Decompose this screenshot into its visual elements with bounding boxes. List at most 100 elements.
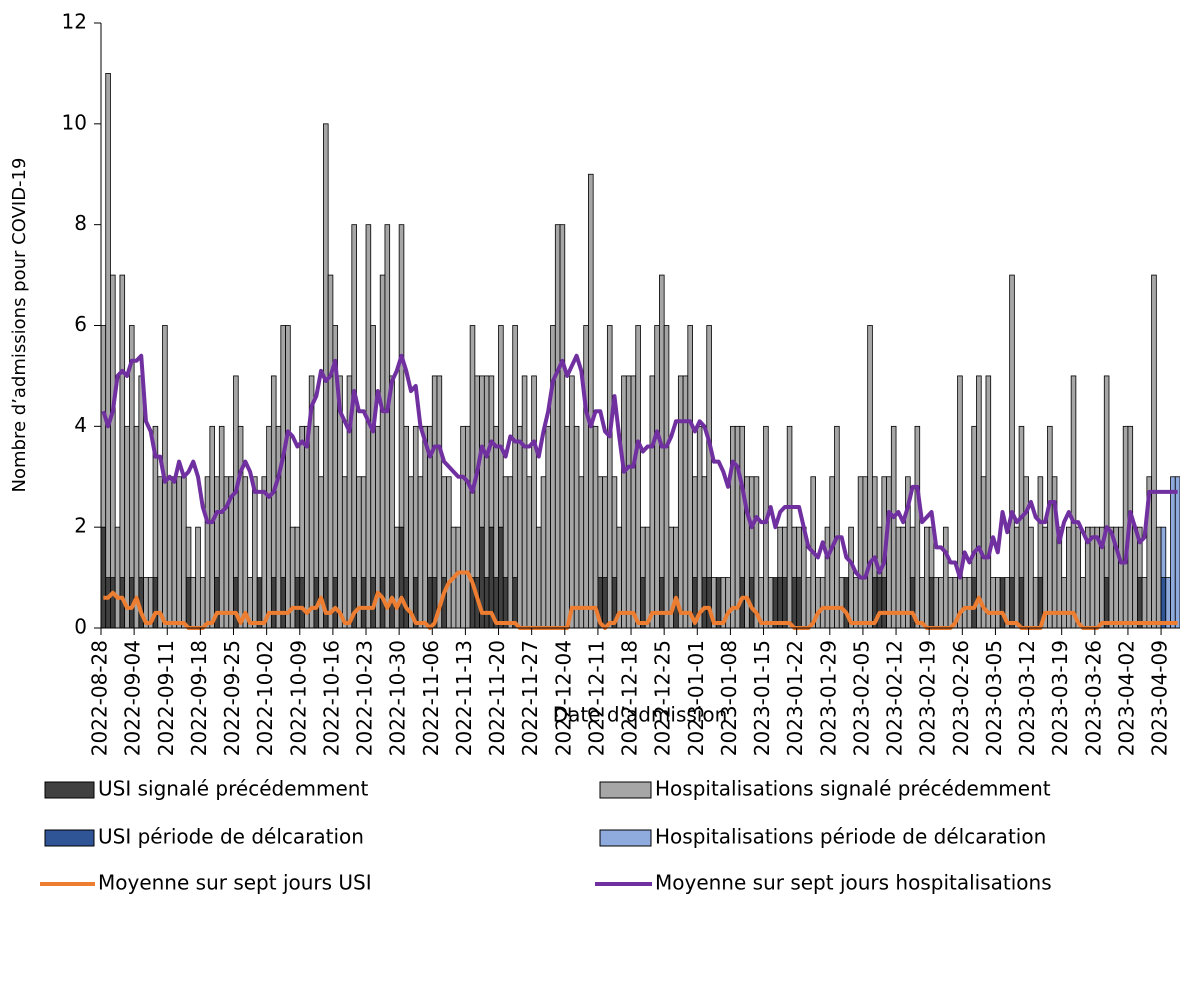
bar bbox=[1075, 526, 1082, 629]
bar bbox=[394, 526, 400, 629]
bar bbox=[559, 224, 566, 629]
bar bbox=[848, 526, 854, 629]
bar bbox=[1018, 425, 1025, 578]
bar bbox=[1155, 526, 1162, 629]
bar bbox=[1070, 375, 1077, 629]
bar bbox=[701, 577, 708, 629]
bar bbox=[507, 476, 514, 629]
bar bbox=[237, 425, 244, 629]
bar bbox=[677, 375, 684, 629]
bar bbox=[252, 476, 258, 629]
bar bbox=[110, 577, 116, 629]
bar bbox=[578, 476, 585, 629]
bar bbox=[592, 425, 599, 629]
bar bbox=[777, 526, 783, 578]
bar bbox=[819, 577, 826, 629]
bar bbox=[181, 476, 187, 629]
bar bbox=[1089, 526, 1096, 629]
bar bbox=[791, 526, 798, 578]
bar bbox=[427, 577, 433, 629]
bar bbox=[611, 476, 618, 578]
bar bbox=[701, 476, 708, 578]
y-axis-title: Nombre d’admissions pour COVID-19 bbox=[9, 158, 30, 493]
x-tick-label: 2022-09-11 bbox=[154, 640, 178, 756]
legend-swatch bbox=[599, 781, 652, 799]
bar bbox=[114, 526, 121, 629]
bar bbox=[483, 577, 490, 629]
x-tick-label: 2022-12-11 bbox=[584, 640, 608, 756]
bar bbox=[715, 577, 722, 629]
x-tick-label: 2023-02-05 bbox=[849, 640, 873, 756]
bar bbox=[261, 476, 268, 629]
bar bbox=[270, 577, 277, 629]
bar bbox=[1051, 476, 1058, 629]
bar bbox=[403, 425, 410, 578]
x-tick-label: 2023-01-22 bbox=[783, 640, 807, 756]
bar bbox=[531, 375, 537, 629]
bar bbox=[512, 325, 518, 578]
bar bbox=[498, 325, 504, 528]
bar bbox=[550, 325, 556, 629]
legend-swatch bbox=[599, 829, 652, 847]
bar bbox=[805, 577, 812, 629]
bar bbox=[1103, 577, 1110, 629]
x-tick-label: 2022-10-30 bbox=[386, 640, 410, 756]
x-tick-label: 2023-01-29 bbox=[816, 640, 840, 756]
x-tick-label: 2023-01-01 bbox=[684, 640, 708, 756]
bar bbox=[110, 274, 116, 578]
x-tick-label: 2022-09-25 bbox=[220, 640, 244, 756]
bar bbox=[100, 325, 107, 528]
bar bbox=[1141, 577, 1148, 629]
bar bbox=[853, 577, 859, 629]
bar bbox=[299, 577, 305, 629]
bar bbox=[493, 425, 499, 578]
bar bbox=[166, 476, 173, 629]
x-tick-label: 2022-08-28 bbox=[88, 640, 112, 756]
bar bbox=[1132, 526, 1138, 629]
bar bbox=[961, 577, 968, 629]
bar bbox=[1013, 526, 1020, 629]
bar bbox=[625, 375, 632, 629]
bar bbox=[327, 274, 334, 629]
bar bbox=[323, 123, 329, 578]
bar bbox=[483, 375, 490, 578]
bar bbox=[446, 476, 452, 629]
bar bbox=[1160, 526, 1167, 578]
bar bbox=[933, 577, 940, 629]
bar bbox=[209, 425, 215, 629]
x-tick-label: 2022-10-23 bbox=[353, 640, 377, 756]
bar bbox=[280, 577, 286, 629]
x-tick-label: 2023-02-26 bbox=[949, 640, 973, 756]
bar bbox=[928, 577, 935, 629]
bar bbox=[460, 425, 466, 629]
bar bbox=[886, 476, 892, 629]
line-series bbox=[101, 353, 1178, 580]
bar bbox=[502, 577, 509, 629]
x-tick-label: 2023-03-05 bbox=[982, 640, 1006, 756]
x-tick-label: 2022-12-18 bbox=[618, 640, 642, 756]
bar bbox=[171, 476, 178, 629]
bar bbox=[957, 375, 963, 629]
x-tick-label: 2023-03-12 bbox=[1015, 640, 1039, 756]
bar bbox=[1032, 577, 1039, 629]
bar bbox=[1118, 526, 1124, 629]
bar bbox=[767, 577, 774, 629]
bar bbox=[214, 476, 220, 578]
legend-label: USI signalé précédemment bbox=[98, 777, 368, 801]
bar bbox=[696, 425, 703, 629]
bar bbox=[924, 526, 930, 629]
bar bbox=[199, 577, 206, 629]
bar bbox=[867, 325, 873, 629]
bar bbox=[663, 325, 670, 629]
bar bbox=[966, 577, 973, 629]
bar bbox=[356, 476, 362, 629]
bar bbox=[441, 476, 447, 578]
bar bbox=[890, 425, 897, 629]
bar bbox=[640, 526, 646, 578]
bar bbox=[289, 526, 296, 629]
x-tick-label: 2022-12-04 bbox=[551, 640, 575, 756]
bar bbox=[659, 274, 665, 578]
bar bbox=[218, 425, 225, 629]
bar bbox=[682, 375, 689, 629]
